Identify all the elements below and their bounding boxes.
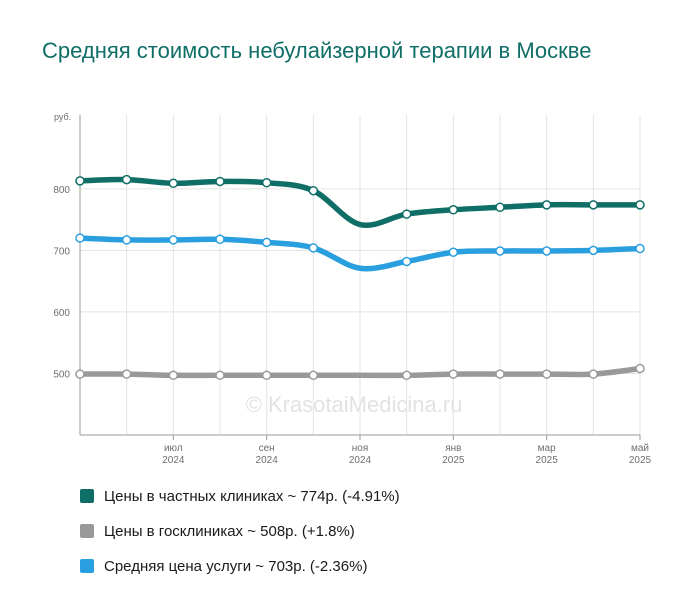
data-point	[308, 185, 319, 196]
x-tick-label-month: мар	[538, 443, 556, 454]
data-point	[215, 370, 225, 381]
data-point	[308, 370, 319, 381]
data-point	[448, 247, 459, 257]
y-tick-label: 600	[53, 308, 70, 319]
chart-title: Средняя стоимость небулайзерной терапии …	[42, 38, 592, 63]
x-tick-label-year: 2024	[256, 455, 279, 466]
data-point	[168, 178, 179, 189]
legend-label-private: Цены в частных клиниках ~ 774р. (-4.91%)	[104, 487, 400, 505]
data-point	[588, 369, 599, 379]
data-point	[75, 369, 85, 379]
data-point	[588, 245, 599, 256]
x-tick-label-month: ноя	[352, 443, 369, 454]
data-point	[495, 369, 505, 379]
y-axis-unit: руб.	[54, 112, 71, 122]
x-tick-label-month: июл	[164, 443, 183, 454]
chart-grid	[79, 115, 641, 436]
x-tick-label-year: 2024	[162, 455, 185, 466]
data-point	[168, 235, 179, 245]
legend-label-average: Средняя цена услуги ~ 703р. (-2.36%)	[104, 557, 368, 575]
data-point	[495, 202, 505, 213]
data-point	[635, 243, 645, 254]
data-point	[75, 233, 85, 243]
legend-swatch-private	[80, 489, 94, 503]
data-point	[635, 363, 645, 374]
x-tick-label-year: 2025	[536, 455, 559, 466]
data-point	[261, 237, 272, 248]
data-point	[541, 369, 552, 379]
data-point	[541, 246, 552, 256]
x-axis-ticks: июл2024сен2024ноя2024янв2025мар2025май20…	[162, 435, 652, 466]
data-point	[308, 243, 319, 253]
legend-swatch-average	[80, 559, 94, 573]
y-tick-label: 700	[53, 246, 70, 257]
data-point	[401, 256, 412, 267]
data-point	[448, 205, 459, 215]
data-point	[121, 235, 132, 245]
x-tick-label-year: 2024	[349, 455, 372, 466]
watermark: © KrasotaiMedicina.ru	[246, 392, 463, 417]
legend-item-average[interactable]: Средняя цена услуги ~ 703р. (-2.36%)	[80, 556, 400, 576]
data-point	[635, 200, 645, 210]
data-point	[495, 246, 505, 256]
data-point	[121, 174, 132, 185]
data-point	[401, 370, 412, 381]
y-tick-label: 500	[53, 369, 70, 380]
data-point	[75, 176, 85, 186]
data-point	[541, 200, 552, 210]
x-tick-label-month: сен	[259, 443, 275, 454]
legend-label-public: Цены в госклиниках ~ 508р. (+1.8%)	[104, 522, 355, 540]
data-point	[121, 369, 132, 379]
legend-swatch-public	[80, 524, 94, 538]
legend: Цены в частных клиниках ~ 774р. (-4.91%)…	[80, 486, 400, 591]
data-point	[261, 177, 272, 188]
x-tick-label-year: 2025	[629, 455, 652, 466]
legend-item-private[interactable]: Цены в частных клиниках ~ 774р. (-4.91%)	[80, 486, 400, 506]
x-tick-label-month: май	[631, 443, 649, 454]
x-tick-label-year: 2025	[442, 455, 465, 466]
x-tick-label-month: янв	[445, 443, 461, 454]
data-point	[215, 176, 225, 187]
data-point	[215, 234, 225, 245]
y-axis-ticks: 500 600 700 800	[53, 185, 70, 381]
series-points	[75, 174, 645, 381]
data-point	[401, 209, 412, 219]
data-point	[588, 200, 599, 210]
data-point	[168, 370, 179, 381]
legend-item-public[interactable]: Цены в госклиниках ~ 508р. (+1.8%)	[80, 521, 400, 541]
y-tick-label: 800	[53, 185, 70, 196]
data-point	[261, 370, 272, 381]
data-point	[448, 369, 459, 379]
